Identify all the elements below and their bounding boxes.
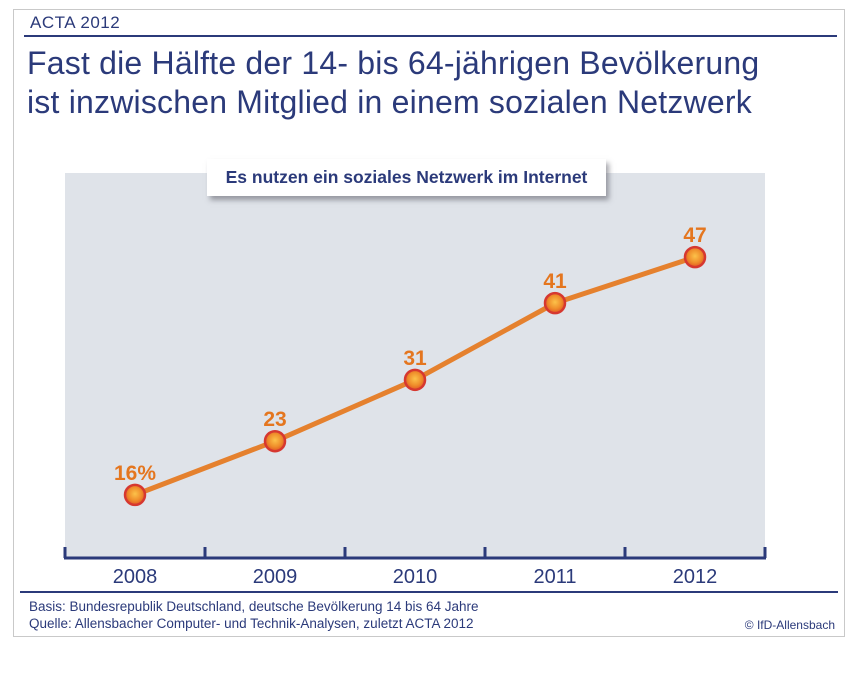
data-point-label: 47 [683,224,706,247]
footer-rule [20,591,838,593]
data-point [683,245,707,269]
basis-note: Basis: Bundesrepublik Deutschland, deuts… [29,599,479,614]
data-point-label: 31 [403,347,427,370]
page-title: Fast die Hälfte der 14- bis 64-jährigen … [27,44,837,122]
x-tick-label: 2009 [253,566,298,588]
copyright: © IfD-Allensbach [744,618,835,632]
data-point-label: 41 [543,270,567,293]
report-label: ACTA 2012 [30,13,121,32]
plot-area [65,173,765,558]
chart-title-box: Es nutzen ein soziales Netzwerk im Inter… [207,159,606,196]
quelle-note: Quelle: Allensbacher Computer- und Techn… [29,616,474,631]
data-point [263,429,287,453]
header-rule [24,35,837,37]
data-point [403,368,427,392]
x-tick-label: 2012 [673,566,718,588]
data-point-label: 16% [114,462,156,485]
data-point-label: 23 [263,408,286,431]
page-title-line1: Fast die Hälfte der 14- bis 64-jährigen … [27,45,760,81]
x-tick-label: 2011 [533,566,576,588]
data-point [123,483,147,507]
data-point [543,291,567,315]
chart-title: Es nutzen ein soziales Netzwerk im Inter… [225,167,588,187]
footer-notes: Basis: Bundesrepublik Deutschland, deuts… [29,598,479,632]
x-tick-label: 2008 [113,566,158,588]
page-title-line2: ist inzwischen Mitglied in einem soziale… [27,84,752,120]
x-tick-label: 2010 [393,566,438,588]
